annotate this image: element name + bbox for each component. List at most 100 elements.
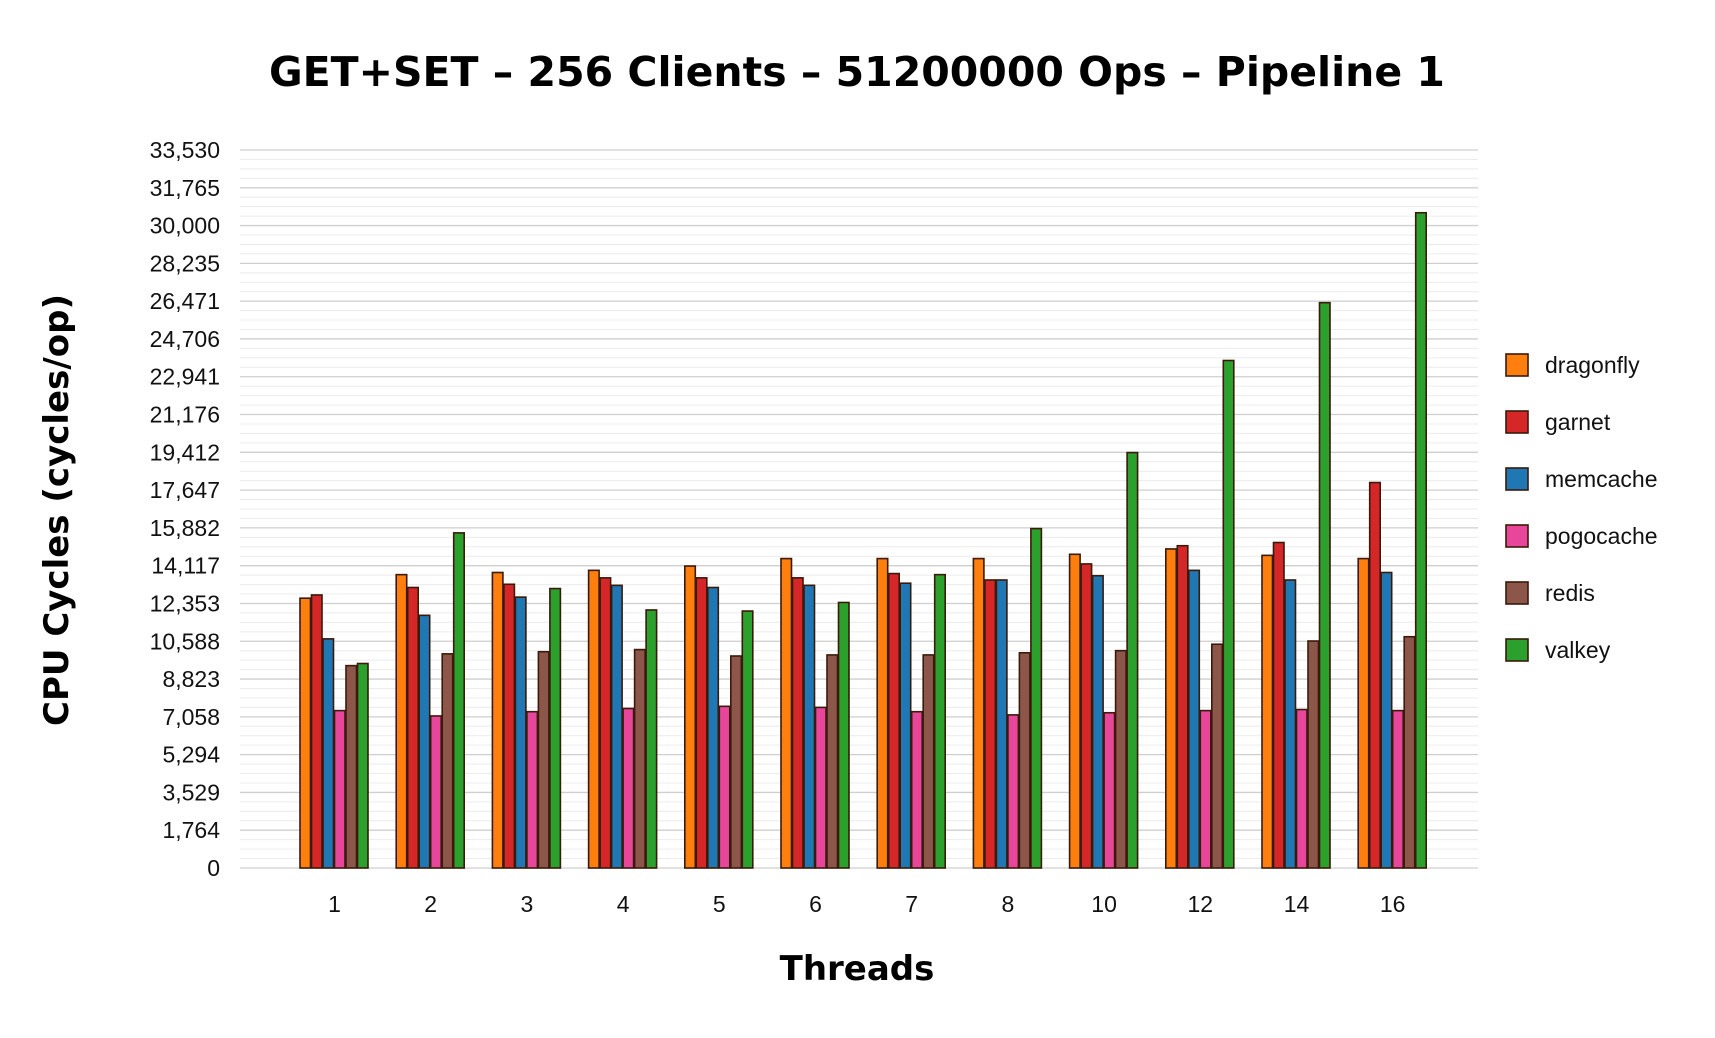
y-tick-label: 21,176 <box>150 402 220 428</box>
legend-label: pogocache <box>1545 523 1658 549</box>
bar-redis-10 <box>1114 649 1127 869</box>
y-tick-label: 30,000 <box>150 213 220 239</box>
bar-pogocache-8 <box>1007 714 1020 869</box>
bar-valkey-8 <box>1030 527 1043 869</box>
bar-pogocache-4 <box>622 707 635 869</box>
bar-garnet-6 <box>791 577 804 869</box>
bar-memcache-4 <box>610 584 623 869</box>
bar-dragonfly-16 <box>1357 557 1370 869</box>
bar-memcache-2 <box>418 614 431 869</box>
bar-garnet-5 <box>695 577 708 869</box>
y-axis-title: CPU Cycles (cycles/op) <box>37 294 77 726</box>
bar-dragonfly-8 <box>972 557 985 869</box>
x-tick-label: 12 <box>1188 891 1214 917</box>
legend-swatch-dragonfly <box>1505 353 1529 377</box>
y-tick-label: 17,647 <box>150 477 220 503</box>
x-axis-title: Threads <box>780 949 935 989</box>
bar-memcache-10 <box>1091 574 1104 869</box>
bar-redis-14 <box>1307 640 1320 869</box>
bar-garnet-14 <box>1272 541 1285 869</box>
y-tick-label: 0 <box>207 855 220 881</box>
legend-swatch-garnet <box>1505 410 1529 434</box>
bar-garnet-2 <box>406 586 420 869</box>
bar-memcache-7 <box>899 582 912 869</box>
bar-garnet-16 <box>1368 481 1381 869</box>
y-tick-label: 8,823 <box>162 666 220 692</box>
bar-dragonfly-7 <box>876 557 889 869</box>
bar-pogocache-2 <box>429 715 443 869</box>
y-tick-label: 1,764 <box>162 817 220 843</box>
bar-garnet-3 <box>503 583 516 869</box>
y-tick-label: 7,058 <box>162 704 220 730</box>
legend-swatch-redis <box>1505 581 1529 605</box>
bar-dragonfly-5 <box>683 565 697 869</box>
bar-redis-16 <box>1403 635 1416 869</box>
bar-memcache-5 <box>706 586 720 869</box>
x-tick-label: 10 <box>1091 891 1117 917</box>
legend-swatch-valkey <box>1505 638 1529 662</box>
legend: dragonfly garnet memcache pogocache redis val… <box>1505 352 1658 663</box>
bar-pogocache-5 <box>718 705 731 869</box>
bar-valkey-12 <box>1222 359 1235 869</box>
bar-dragonfly-10 <box>1068 553 1081 869</box>
bar-pogocache-6 <box>814 706 827 869</box>
chart-title: GET+SET – 256 Clients – 51200000 Ops – P… <box>269 48 1445 96</box>
y-tick-label: 12,353 <box>150 590 220 616</box>
y-tick-label: 14,117 <box>151 553 220 579</box>
bar-pogocache-1 <box>333 709 346 869</box>
x-tick-label: 3 <box>521 891 534 917</box>
bar-redis-2 <box>441 653 454 869</box>
bar-pogocache-3 <box>526 710 539 869</box>
y-tick-label: 19,412 <box>150 439 220 465</box>
bar-valkey-16 <box>1414 211 1427 869</box>
x-tick-label: 5 <box>713 891 726 917</box>
bar-garnet-12 <box>1176 544 1189 869</box>
bar-garnet-7 <box>887 572 901 869</box>
y-tick-label: 10,588 <box>150 628 220 654</box>
bar-redis-8 <box>1018 651 1031 869</box>
y-tick-label: 5,294 <box>162 742 220 768</box>
bar-redis-6 <box>826 654 839 869</box>
y-tick-label: 33,530 <box>150 137 220 163</box>
x-tick-label: 2 <box>424 891 437 917</box>
bar-dragonfly-14 <box>1261 554 1274 869</box>
y-axis-ticks: 0 1,764 3,529 5,294 7,058 8,823 10,588 12,353 14… <box>150 137 221 881</box>
bar-valkey-10 <box>1126 451 1139 869</box>
bar-dragonfly-1 <box>299 597 312 869</box>
bar-valkey-6 <box>837 601 850 869</box>
bar-garnet-8 <box>984 579 997 869</box>
legend-swatch-memcache <box>1505 467 1529 491</box>
bar-redis-1 <box>345 664 358 869</box>
bar-redis-7 <box>922 654 935 869</box>
y-tick-label: 15,882 <box>150 515 220 541</box>
bar-garnet-1 <box>310 594 323 869</box>
bar-redis-5 <box>729 655 743 869</box>
x-tick-label: 6 <box>809 891 822 917</box>
bar-memcache-8 <box>995 579 1008 869</box>
legend-label: valkey <box>1545 637 1611 663</box>
x-tick-label: 8 <box>1002 891 1015 917</box>
bar-valkey-3 <box>549 587 562 869</box>
bar-redis-3 <box>537 650 550 869</box>
y-tick-label: 22,941 <box>150 364 220 390</box>
x-tick-label: 7 <box>905 891 918 917</box>
legend-label: dragonfly <box>1545 352 1640 378</box>
bar-redis-4 <box>633 648 646 869</box>
bar-dragonfly-6 <box>780 557 793 869</box>
x-tick-label: 4 <box>617 891 630 917</box>
legend-label: redis <box>1545 580 1595 606</box>
bar-valkey-2 <box>452 532 466 869</box>
bars <box>299 211 1427 869</box>
bar-dragonfly-2 <box>395 573 408 869</box>
bar-garnet-10 <box>1080 563 1093 869</box>
bar-valkey-14 <box>1318 301 1331 869</box>
bar-memcache-6 <box>803 584 816 869</box>
bar-memcache-3 <box>514 596 527 869</box>
bar-memcache-16 <box>1380 571 1393 869</box>
legend-label: memcache <box>1545 466 1657 492</box>
bar-pogocache-7 <box>910 710 924 869</box>
y-tick-label: 26,471 <box>150 288 220 314</box>
bar-pogocache-14 <box>1295 708 1308 869</box>
